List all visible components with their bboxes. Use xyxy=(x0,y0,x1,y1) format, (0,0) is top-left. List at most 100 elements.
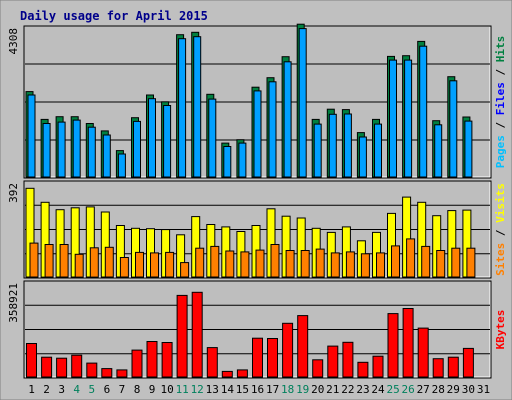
bar-kbytes xyxy=(71,354,83,378)
bar-kbytes xyxy=(131,349,143,378)
bar-kbytes xyxy=(342,341,354,378)
bar-sites xyxy=(104,246,114,278)
bar-sites xyxy=(180,262,190,278)
bar-files xyxy=(283,61,292,178)
bar-files xyxy=(253,90,262,178)
bar-sites xyxy=(165,251,175,278)
bar-files xyxy=(313,123,322,178)
bar-kbytes xyxy=(282,322,294,378)
bar-sites xyxy=(360,253,370,278)
bar-sites xyxy=(451,247,461,278)
bar-kbytes xyxy=(41,356,53,378)
bar-kbytes xyxy=(267,338,278,378)
bar-sites xyxy=(406,238,416,278)
bar-sites xyxy=(119,257,129,278)
bar-kbytes xyxy=(191,291,203,378)
bar-sites xyxy=(285,250,295,278)
bar-sites xyxy=(150,252,159,278)
bar-sites xyxy=(210,245,220,278)
bar-files xyxy=(178,38,187,178)
bar-files xyxy=(148,98,156,178)
day-label: 19 xyxy=(296,383,309,396)
bar-files xyxy=(298,28,307,178)
bar-files xyxy=(223,146,232,178)
bar-kbytes xyxy=(56,357,68,378)
bar-files xyxy=(238,142,247,178)
bar-files xyxy=(42,123,51,178)
side-legend-panel2: Sites / Visits xyxy=(494,183,507,276)
day-label: 16 xyxy=(251,383,264,396)
bar-files xyxy=(449,80,458,178)
bar-files xyxy=(27,94,36,178)
day-label: 22 xyxy=(341,383,354,396)
legend-text: / xyxy=(494,62,507,82)
bar-kbytes xyxy=(206,347,218,378)
bar-files xyxy=(268,81,277,178)
bar-sites xyxy=(436,250,446,278)
bar-files xyxy=(389,59,397,178)
y-max-label: 392 xyxy=(7,183,20,203)
bar-files xyxy=(404,59,413,178)
bar-sites xyxy=(29,242,39,278)
bar-kbytes xyxy=(417,327,429,378)
legend-text: / xyxy=(494,115,507,135)
bar-sites xyxy=(315,248,325,278)
bar-kbytes xyxy=(402,308,414,378)
day-label: 3 xyxy=(58,383,65,396)
day-label: 18 xyxy=(281,383,294,396)
bar-kbytes xyxy=(312,359,324,378)
legend-text: Visits xyxy=(494,183,507,223)
day-label: 15 xyxy=(236,383,249,396)
legend-text: / xyxy=(494,223,507,243)
bar-files xyxy=(102,134,111,178)
bar-kbytes xyxy=(447,356,459,378)
bar-sites xyxy=(240,251,250,278)
chart-panels: 4308 Pages / Files / Hits 392 Sites / Visit… xyxy=(7,23,507,379)
bar-files xyxy=(193,36,202,178)
day-label: 27 xyxy=(417,383,430,396)
bar-kbytes xyxy=(462,347,474,378)
legend-text: Files xyxy=(494,82,507,115)
day-label: 2 xyxy=(43,383,50,396)
bar-kbytes xyxy=(372,355,384,378)
bar-files xyxy=(87,126,96,178)
bar-sites xyxy=(300,250,310,278)
bar-files xyxy=(419,45,428,178)
day-label: 5 xyxy=(88,383,95,396)
day-label: 30 xyxy=(462,383,475,396)
bar-sites xyxy=(421,245,431,278)
bar-kbytes xyxy=(221,370,233,378)
bar-kbytes xyxy=(146,341,158,378)
day-label: 14 xyxy=(221,383,235,396)
bar-kbytes xyxy=(432,358,444,378)
bar-sites xyxy=(225,250,235,278)
bar-kbytes xyxy=(387,313,399,378)
legend-text: Sites xyxy=(494,243,507,276)
day-label: 1 xyxy=(28,383,35,396)
bar-files xyxy=(464,120,473,178)
legend-text: Pages xyxy=(494,135,507,168)
bar-kbytes xyxy=(101,368,113,378)
chart-title: Daily usage for April 2015 xyxy=(20,9,208,23)
day-label: 25 xyxy=(386,383,399,396)
bar-sites xyxy=(89,247,99,278)
bar-files xyxy=(133,120,141,178)
day-labels: 1 2 3 4 5 6 7 8 9 10 11 12 13 14 15 16 17 18 19 20 21 22 23 24 2… xyxy=(28,383,490,396)
bar-sites xyxy=(135,251,144,278)
bar-kbytes xyxy=(236,369,248,378)
bar-files xyxy=(328,113,337,178)
bar-kbytes xyxy=(116,369,128,378)
bar-kbytes xyxy=(297,315,309,378)
bar-kbytes xyxy=(357,361,369,378)
day-label: 23 xyxy=(356,383,369,396)
bar-files xyxy=(72,119,81,178)
day-label: 28 xyxy=(432,383,445,396)
day-label: 17 xyxy=(266,383,279,396)
bar-sites xyxy=(330,252,340,278)
bar-files xyxy=(163,105,172,178)
day-label: 31 xyxy=(477,383,490,396)
bar-files xyxy=(57,121,66,178)
day-label: 10 xyxy=(160,383,173,396)
